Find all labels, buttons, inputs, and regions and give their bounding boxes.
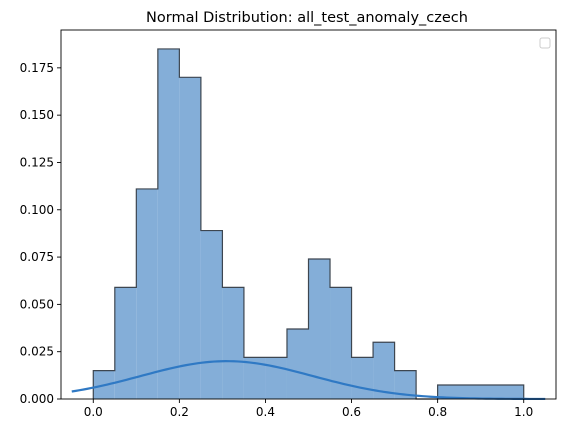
x-tick-label: 0.0 (84, 405, 103, 419)
histogram-bar (286, 328, 309, 399)
y-tick-label: 0.075 (20, 250, 54, 264)
histogram-bar (243, 357, 266, 399)
normal-curve (71, 360, 546, 401)
y-tick-label: 0.175 (20, 61, 54, 75)
x-tick-label: 0.2 (170, 405, 189, 419)
histogram-bar (373, 342, 395, 399)
histogram-bars (92, 48, 525, 400)
y-tick-label: 0.025 (20, 345, 54, 359)
y-tick-label: 0.100 (20, 203, 54, 217)
x-tick-label: 0.8 (428, 405, 447, 419)
histogram-bar (351, 357, 374, 399)
y-tick-label: 0.000 (20, 392, 54, 406)
histogram-bar (437, 384, 524, 399)
histogram-bar (136, 188, 158, 399)
histogram-outline (92, 48, 525, 400)
x-tick-label: 0.4 (256, 405, 275, 419)
y-tick-label: 0.125 (20, 155, 54, 169)
histogram-bar (179, 77, 201, 400)
plot-frame (60, 29, 557, 400)
chart-title: Normal Distribution: all_test_anomaly_cz… (146, 10, 468, 26)
histogram-bar (200, 230, 223, 399)
histogram-bar (265, 357, 287, 399)
histogram-bar (157, 48, 180, 400)
axis-ticks: 0.0 0.2 0.4 0.6 0.8 1.0 0.000 0.025 0.050 0.075 0.… (20, 61, 534, 419)
y-tick-label: 0.150 (20, 108, 54, 122)
y-tick-label: 0.050 (20, 297, 54, 311)
histogram-bar (114, 287, 137, 399)
x-tick-label: 0.6 (342, 405, 361, 419)
normal-curve-line (71, 360, 546, 401)
histogram-bar (308, 258, 331, 399)
histogram-bar (330, 287, 352, 399)
legend-box (539, 37, 551, 49)
histogram-bar (222, 287, 244, 399)
histogram-bar (394, 370, 417, 399)
x-tick-label: 1.0 (514, 405, 533, 419)
